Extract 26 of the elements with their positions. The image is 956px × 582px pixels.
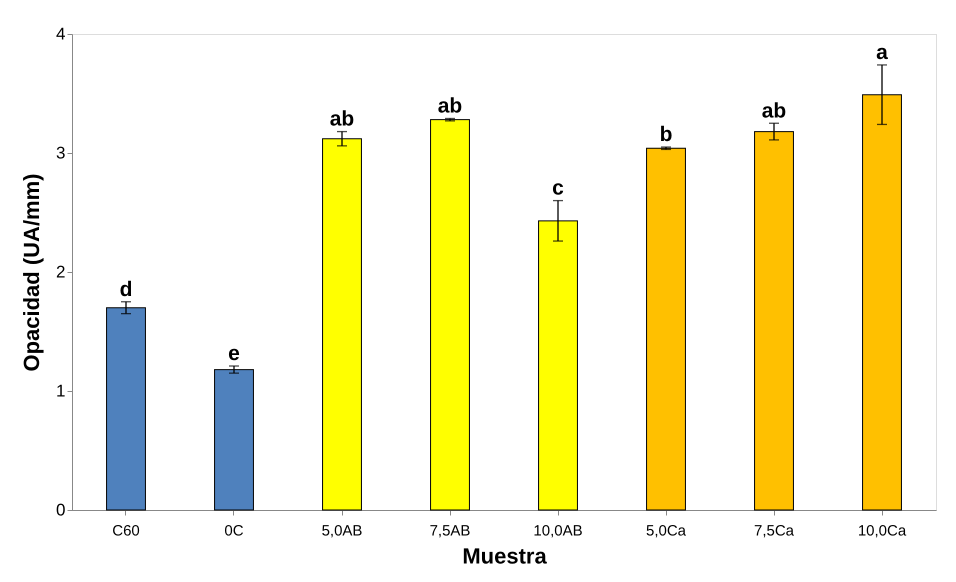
x-axis-title: Muestra	[462, 544, 548, 568]
annotation: ab	[438, 94, 462, 118]
x-tick-label: 10,0AB	[533, 522, 583, 540]
y-axis-title: Opacidad (UA/mm)	[19, 173, 44, 372]
annotation: b	[660, 123, 672, 146]
x-tick-label: 5,0AB	[322, 522, 362, 540]
annotation: c	[552, 176, 564, 200]
bar	[646, 148, 686, 510]
y-tick-label: 0	[56, 500, 66, 520]
annotation: a	[876, 40, 888, 64]
annotation: d	[120, 278, 132, 301]
x-tick-label: 0C	[224, 522, 244, 540]
y-tick-label: 1	[56, 382, 66, 400]
bar	[430, 119, 470, 510]
bar	[214, 369, 254, 510]
annotation: ab	[330, 108, 354, 131]
y-tick-label: 2	[56, 262, 66, 282]
x-tick-label: 7,5Ca	[754, 522, 795, 540]
annotation: e	[228, 342, 240, 366]
y-tick-label: 4	[56, 24, 66, 44]
y-tick-label: 3	[56, 144, 66, 162]
annotation: ab	[762, 99, 786, 122]
x-tick-label: 7,5AB	[430, 522, 470, 540]
x-tick-label: C60	[112, 522, 140, 540]
x-tick-label: 5,0Ca	[646, 522, 687, 540]
x-tick-label: 10,0Ca	[858, 522, 907, 540]
